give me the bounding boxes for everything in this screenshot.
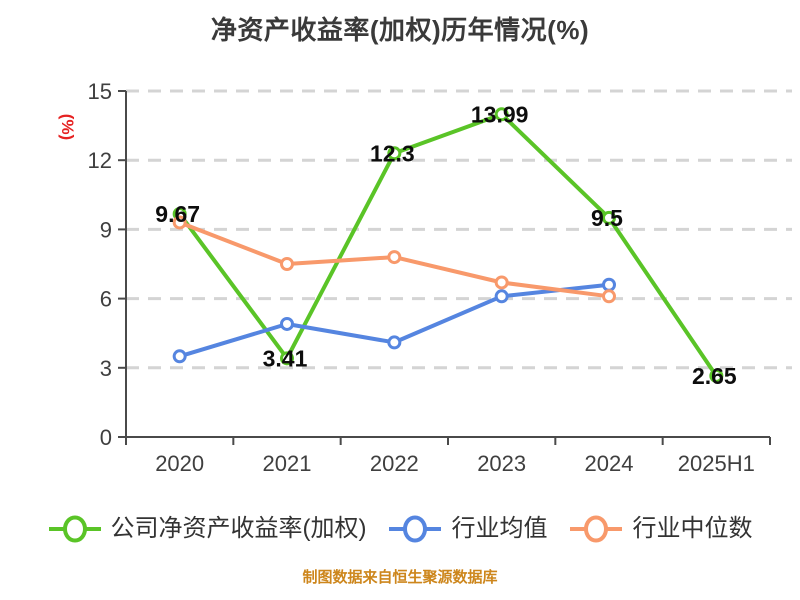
chart-title: 净资产收益率(加权)历年情况(%) (210, 15, 590, 45)
series-marker-行业均值-2020 (172, 349, 187, 364)
legend-line-marker-icon (48, 515, 101, 543)
series-marker-行业中位数-2021 (280, 257, 294, 271)
x-tick-label-2024: 2024 (585, 451, 634, 476)
series-marker-行业中位数-2020 (172, 215, 187, 230)
series-marker-行业均值-2021 (280, 316, 294, 331)
legend-item-company-roe[interactable]: 公司净资产收益率(加权) (48, 514, 367, 544)
y-tick-label-12: 12 (88, 148, 112, 173)
y-tick-label-15: 15 (88, 79, 112, 104)
x-tick-label-2020: 2020 (155, 451, 204, 476)
x-tick-label-2021: 2021 (263, 451, 312, 476)
legend-item-industry-mean[interactable]: 行业均值 (388, 514, 547, 544)
legend-label-company-roe: 公司净资产收益率(加权) (110, 515, 367, 542)
data-source-note: 制图数据来自恒生聚源数据库 (302, 569, 498, 586)
series-marker-公司净资产收益率(加权)-2022 (387, 146, 402, 161)
x-tick-label-2023: 2023 (477, 451, 526, 476)
legend-item-industry-median[interactable]: 行业中位数 (569, 514, 752, 544)
series-marker-行业中位数-2022 (387, 250, 402, 265)
series-marker-行业中位数-2023 (494, 275, 509, 290)
data-label-2022: 12.3 (370, 140, 415, 166)
y-tick-label-3: 3 (100, 356, 112, 381)
data-label-2023: 13.99 (471, 101, 529, 127)
y-tick-label-0: 0 (100, 425, 112, 450)
series-marker-行业均值-2024 (602, 277, 616, 292)
legend-line-marker-icon (570, 515, 623, 543)
y-tick-label-6: 6 (100, 287, 112, 312)
series-marker-公司净资产收益率(加权)-2025H1 (709, 368, 724, 383)
series-marker-行业均值-2022 (387, 335, 402, 350)
legend-label-industry-median: 行业中位数 (632, 515, 753, 542)
y-axis-title: (%) (58, 114, 77, 140)
data-label-2020: 9.67 (155, 201, 200, 227)
series-marker-行业均值-2023 (494, 289, 509, 304)
series-marker-行业中位数-2024 (602, 289, 616, 304)
chart-legend: 公司净资产收益率(加权) 行业均值 行业中位数 (0, 514, 800, 544)
x-tick-label-2022: 2022 (370, 451, 419, 476)
series-marker-公司净资产收益率(加权)-2024 (602, 210, 616, 225)
data-label-2024: 9.5 (591, 205, 623, 231)
x-tick-label-2025H1: 2025H1 (678, 451, 755, 476)
series-line-公司净资产收益率(加权) (177, 112, 719, 378)
data-label-2025H1: 2.65 (692, 363, 737, 389)
series-marker-公司净资产收益率(加权)-2021 (280, 351, 294, 366)
series-marker-公司净资产收益率(加权)-2023 (494, 107, 509, 122)
y-tick-label-9: 9 (100, 217, 112, 242)
legend-label-industry-mean: 行业均值 (451, 515, 548, 542)
data-label-2021: 3.41 (263, 345, 308, 371)
legend-line-marker-icon (389, 515, 442, 543)
